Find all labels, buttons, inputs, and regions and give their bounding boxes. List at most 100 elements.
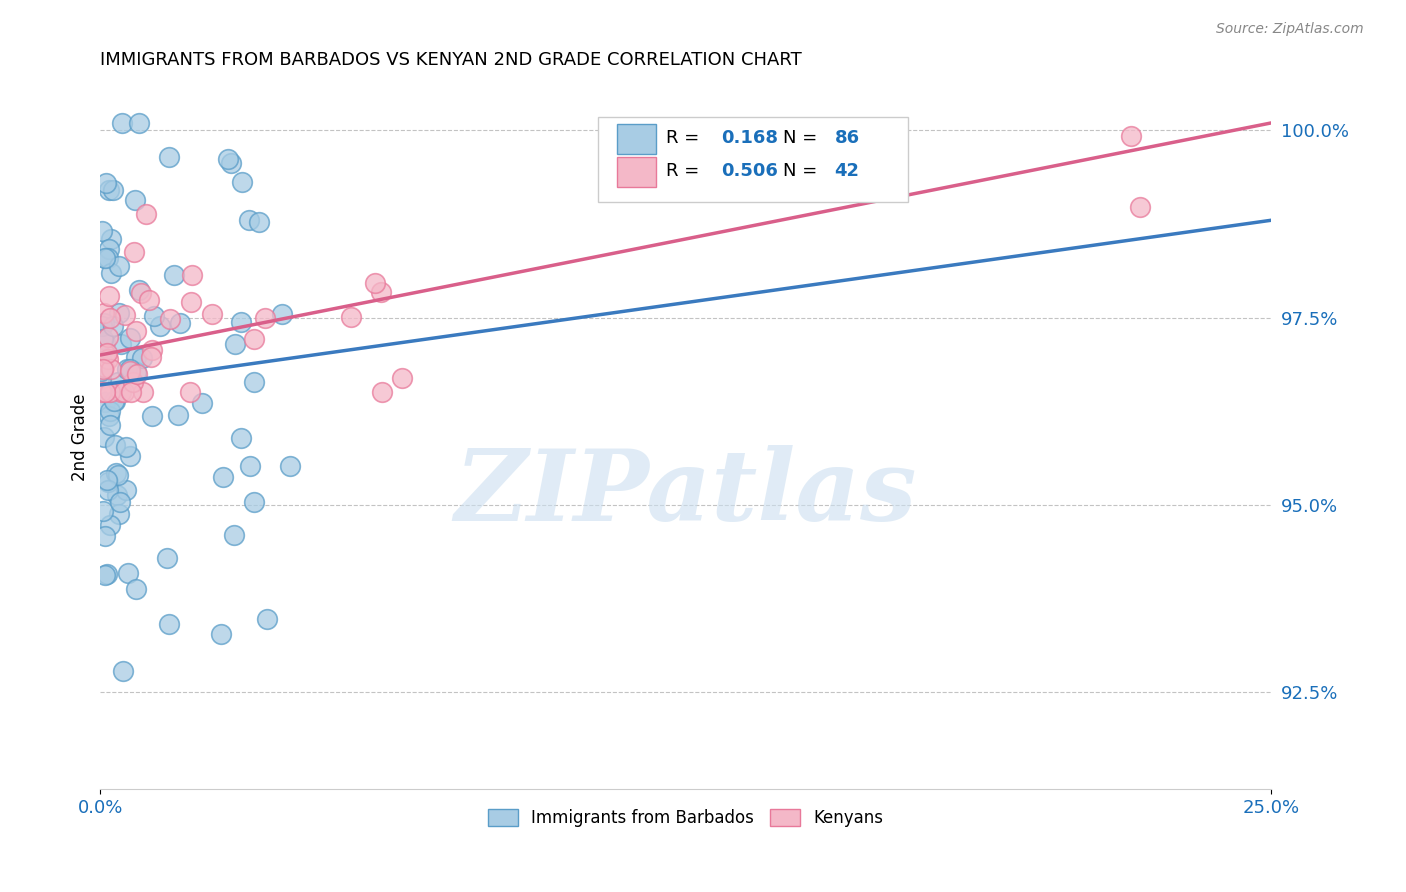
Point bbox=[110, 385, 132, 400]
Point bbox=[138, 293, 160, 307]
Point bbox=[256, 612, 278, 626]
Point bbox=[211, 470, 233, 484]
Point bbox=[100, 311, 122, 326]
Point bbox=[91, 504, 114, 518]
Point bbox=[93, 395, 115, 409]
Point bbox=[253, 311, 276, 326]
Point bbox=[159, 312, 181, 326]
Point bbox=[105, 488, 128, 502]
Point bbox=[278, 459, 301, 474]
Point bbox=[93, 316, 115, 330]
Point bbox=[129, 286, 152, 301]
FancyBboxPatch shape bbox=[598, 117, 908, 202]
Text: 86: 86 bbox=[834, 129, 859, 147]
Point bbox=[94, 347, 117, 361]
Text: IMMIGRANTS FROM BARBADOS VS KENYAN 2ND GRADE CORRELATION CHART: IMMIGRANTS FROM BARBADOS VS KENYAN 2ND G… bbox=[100, 51, 801, 69]
FancyBboxPatch shape bbox=[617, 124, 657, 153]
Point bbox=[103, 394, 125, 409]
Point bbox=[163, 268, 186, 282]
Point bbox=[91, 362, 114, 376]
FancyBboxPatch shape bbox=[617, 157, 657, 186]
Text: N =: N = bbox=[783, 162, 823, 180]
Point bbox=[93, 251, 115, 265]
Point bbox=[108, 495, 131, 509]
Point bbox=[125, 367, 148, 381]
Point bbox=[98, 403, 121, 417]
Point bbox=[231, 175, 253, 189]
Point bbox=[90, 318, 112, 333]
Point bbox=[125, 365, 148, 379]
Point bbox=[217, 153, 239, 167]
Text: 42: 42 bbox=[834, 162, 859, 180]
Point bbox=[135, 207, 157, 221]
Point bbox=[132, 385, 155, 400]
Point bbox=[117, 566, 139, 581]
Text: 0.168: 0.168 bbox=[721, 129, 778, 147]
Point bbox=[104, 438, 127, 452]
Point bbox=[238, 213, 260, 227]
Point bbox=[247, 215, 270, 229]
Point bbox=[149, 319, 172, 334]
Point bbox=[104, 394, 127, 409]
Point bbox=[139, 350, 162, 364]
Point bbox=[209, 627, 232, 641]
Point bbox=[115, 483, 138, 497]
Point bbox=[93, 359, 115, 374]
Point bbox=[112, 385, 135, 400]
Point bbox=[339, 310, 361, 325]
Point bbox=[101, 319, 124, 334]
Point bbox=[108, 507, 131, 521]
Point bbox=[97, 242, 120, 256]
Point bbox=[94, 251, 117, 265]
Point bbox=[93, 306, 115, 320]
Point bbox=[180, 268, 202, 282]
Point bbox=[100, 362, 122, 376]
Point bbox=[91, 333, 114, 347]
Point bbox=[90, 353, 112, 368]
Point bbox=[364, 276, 387, 290]
Point bbox=[97, 483, 120, 497]
Point bbox=[97, 289, 120, 303]
Point bbox=[141, 343, 163, 358]
Point bbox=[180, 294, 202, 309]
Point bbox=[98, 182, 121, 196]
Point bbox=[94, 529, 117, 543]
Point bbox=[243, 332, 266, 346]
Point bbox=[93, 430, 115, 444]
Point bbox=[90, 364, 112, 378]
Point bbox=[115, 361, 138, 376]
Point bbox=[107, 467, 129, 482]
Point bbox=[1119, 128, 1142, 143]
Point bbox=[118, 449, 141, 463]
Point bbox=[110, 116, 132, 130]
Point bbox=[111, 664, 134, 678]
Point bbox=[122, 244, 145, 259]
Point bbox=[100, 517, 122, 532]
Point bbox=[118, 364, 141, 378]
Point bbox=[125, 582, 148, 596]
Point bbox=[201, 307, 224, 321]
Point bbox=[121, 385, 143, 400]
Point bbox=[114, 309, 136, 323]
Point bbox=[1129, 200, 1152, 214]
Point bbox=[115, 441, 138, 455]
Point bbox=[107, 259, 129, 273]
Point bbox=[98, 409, 121, 423]
Point bbox=[157, 150, 180, 164]
Text: 0.506: 0.506 bbox=[721, 162, 778, 180]
Point bbox=[118, 362, 141, 376]
Text: R =: R = bbox=[666, 129, 704, 147]
Text: Source: ZipAtlas.com: Source: ZipAtlas.com bbox=[1216, 22, 1364, 37]
Point bbox=[97, 351, 120, 366]
Point bbox=[98, 385, 121, 400]
Point bbox=[242, 375, 264, 389]
Point bbox=[97, 330, 120, 344]
Point bbox=[125, 350, 148, 364]
Point bbox=[190, 396, 212, 410]
Point bbox=[167, 408, 190, 422]
Point bbox=[94, 568, 117, 582]
Point bbox=[179, 385, 201, 400]
Point bbox=[98, 418, 121, 433]
Point bbox=[169, 316, 191, 330]
Point bbox=[94, 335, 117, 350]
